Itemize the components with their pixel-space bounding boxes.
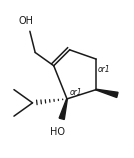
Text: or1: or1 bbox=[70, 88, 82, 97]
Text: or1: or1 bbox=[98, 65, 110, 74]
Polygon shape bbox=[96, 89, 118, 97]
Text: HO: HO bbox=[50, 127, 65, 137]
Polygon shape bbox=[59, 99, 67, 119]
Text: OH: OH bbox=[18, 16, 33, 26]
